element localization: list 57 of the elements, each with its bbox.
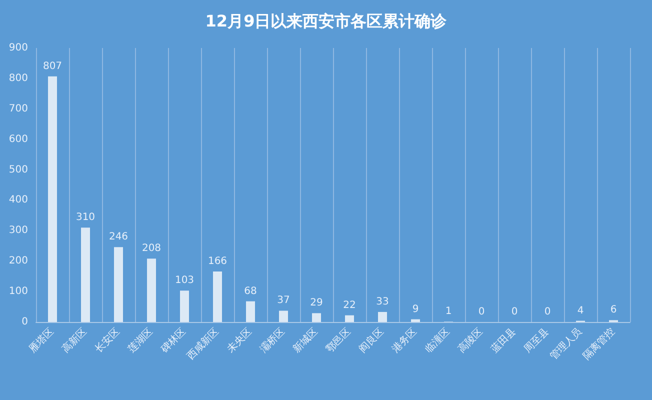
data-label: 22 (343, 300, 356, 311)
x-tick-label: 高新区 (60, 325, 90, 356)
x-tick-label: 临潼区 (422, 325, 452, 356)
data-label: 0 (478, 306, 485, 318)
y-tick-label: 100 (8, 286, 28, 298)
y-tick-label: 800 (8, 72, 28, 84)
bar (378, 312, 387, 322)
data-label: 4 (577, 305, 584, 316)
bar (180, 290, 189, 322)
data-label: 1 (445, 306, 452, 318)
y-tick-label: 300 (8, 225, 28, 236)
y-tick-label: 0 (22, 316, 28, 328)
x-tick-label: 港务区 (390, 325, 420, 356)
data-label: 103 (174, 275, 194, 286)
data-label: 0 (544, 306, 551, 318)
x-tick-label: 周至县 (522, 326, 552, 356)
y-tick-label: 200 (8, 256, 28, 267)
x-tick-label: 长安区 (92, 325, 122, 356)
x-tick-label: 灞桥区 (258, 325, 288, 356)
bar (48, 76, 57, 322)
y-tick-label: 900 (8, 42, 28, 54)
bar (147, 258, 156, 322)
bar (246, 301, 255, 322)
bar (213, 271, 222, 322)
bar (279, 310, 288, 322)
y-tick-label: 500 (8, 164, 28, 176)
x-tick-label: 蓝田县 (488, 325, 518, 356)
x-tick-label: 未央区 (224, 325, 254, 356)
x-tick-label: 雁塔区 (26, 325, 56, 356)
x-tick-label: 西咸新区 (184, 325, 222, 362)
y-tick-label: 400 (8, 194, 28, 206)
y-tick-label: 600 (8, 134, 28, 145)
data-label: 6 (610, 304, 617, 316)
x-tick-label: 隔离管控 (580, 325, 618, 362)
data-label: 310 (76, 212, 96, 224)
data-label: 246 (108, 232, 128, 243)
bar (114, 247, 123, 322)
x-tick-label: 鄠邑区 (324, 326, 354, 356)
x-tick-label: 新城区 (290, 325, 320, 356)
x-tick-label: 高陵区 (456, 325, 486, 356)
bar (411, 319, 420, 322)
data-label: 68 (244, 286, 257, 297)
data-label: 9 (412, 304, 419, 315)
bar (81, 228, 90, 322)
data-label: 29 (310, 298, 323, 309)
x-tick-label: 莲湖区 (126, 325, 156, 356)
data-label: 807 (42, 60, 62, 72)
y-tick-label: 700 (8, 103, 28, 114)
data-label: 37 (277, 295, 290, 306)
data-label: 0 (511, 306, 518, 318)
data-label: 33 (376, 296, 389, 308)
data-label: 166 (208, 256, 228, 267)
bar (312, 313, 321, 322)
data-label: 208 (142, 243, 162, 254)
bar (345, 315, 354, 322)
x-tick-label: 阎良区 (356, 325, 386, 356)
chart-title: 12月9日以来西安市各区累计确诊 (205, 12, 448, 30)
